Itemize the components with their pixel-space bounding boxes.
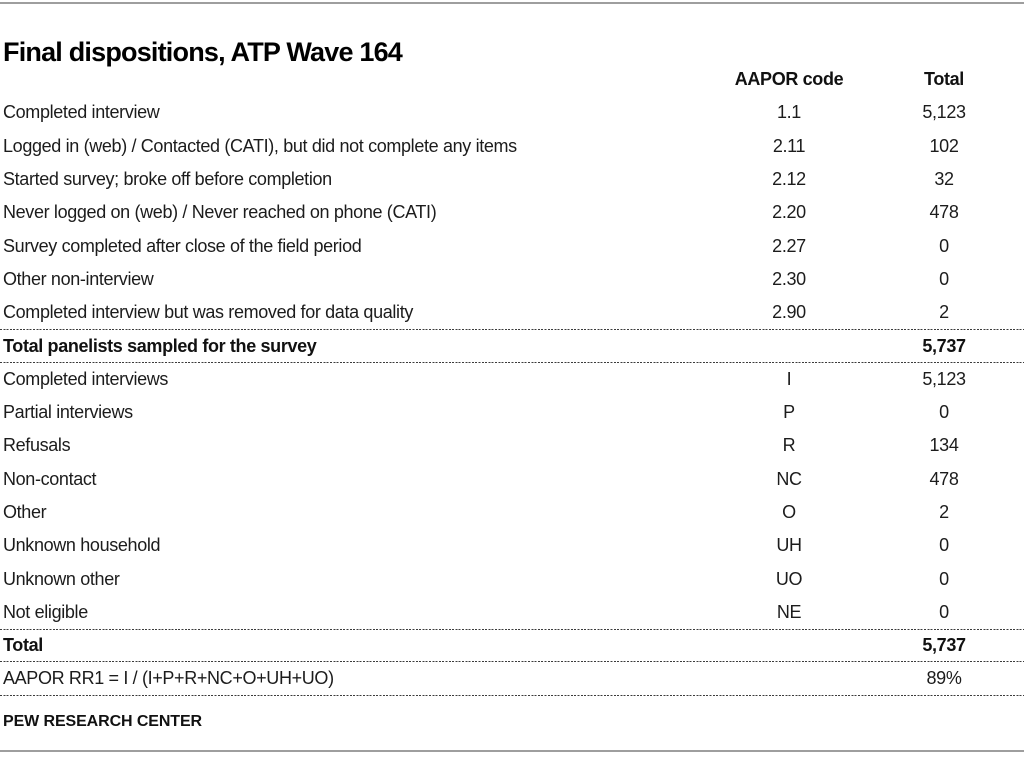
row-code: 2.11 <box>772 135 806 156</box>
row-label: Other <box>3 502 47 522</box>
table-body: Completed interview 1.1 5,123 Logged in … <box>0 96 1024 696</box>
row-code: 2.90 <box>772 302 806 323</box>
table-row: Completed interview but was removed for … <box>0 296 1024 329</box>
row-total: 102 <box>929 135 959 156</box>
row-total: 0 <box>939 235 949 256</box>
row-total: 0 <box>939 535 949 556</box>
column-header-aapor-code: AAPOR code <box>734 69 844 90</box>
row-code: 1.1 <box>777 102 801 123</box>
row-label: Total panelists sampled for the survey <box>3 335 317 356</box>
row-total: 0 <box>939 268 949 289</box>
footer-brand: PEW RESEARCH CENTER <box>3 713 203 730</box>
row-code: UO <box>775 568 803 589</box>
column-header-total: Total <box>924 69 964 90</box>
row-total: 134 <box>929 435 959 456</box>
row-label: Completed interview but was removed for … <box>3 302 414 323</box>
table-row: Total 5,737 <box>0 629 1024 663</box>
table-row: Refusals R 134 <box>0 429 1024 462</box>
row-label: Unknown other <box>3 568 120 589</box>
table-row: AAPOR RR1 = I / (I+P+R+NC+O+UH+UO) 89% <box>0 662 1024 696</box>
row-total: 478 <box>929 202 959 223</box>
row-total: 5,123 <box>922 102 966 123</box>
table-row: Never logged on (web) / Never reached on… <box>0 196 1024 229</box>
row-code: NE <box>776 601 802 622</box>
row-label: Logged in (web) / Contacted (CATI), but … <box>3 135 517 156</box>
dispositions-table: AAPOR code Total Completed interview 1.1… <box>0 63 1024 696</box>
row-total: 5,123 <box>922 368 966 389</box>
row-label: Total <box>3 635 43 656</box>
table-row: Logged in (web) / Contacted (CATI), but … <box>0 130 1024 163</box>
row-total: 0 <box>939 601 949 622</box>
row-total: 2 <box>939 302 949 323</box>
row-total: 0 <box>939 402 949 423</box>
row-code: P <box>783 402 795 423</box>
top-rule <box>0 2 1024 4</box>
row-code: O <box>782 502 796 522</box>
bottom-rule <box>0 750 1024 752</box>
row-code: 2.27 <box>772 235 806 256</box>
row-label: Completed interview <box>3 102 160 123</box>
row-code: 2.20 <box>772 202 806 223</box>
table-row: Completed interviews I 5,123 <box>0 363 1024 396</box>
row-total: 5,737 <box>922 335 966 356</box>
page-title: Final dispositions, ATP Wave 164 <box>3 37 403 68</box>
row-code: NC <box>776 468 802 489</box>
table-row: Unknown household UH 0 <box>0 529 1024 562</box>
table-header-row: AAPOR code Total <box>0 63 1024 96</box>
table-row: Total panelists sampled for the survey 5… <box>0 329 1024 363</box>
row-total: 2 <box>939 502 949 522</box>
row-total: 89% <box>926 668 962 689</box>
table-row: Not eligible NE 0 <box>0 596 1024 629</box>
row-label: Partial interviews <box>3 402 133 423</box>
table-row: Started survey; broke off before complet… <box>0 163 1024 196</box>
row-label: AAPOR RR1 = I / (I+P+R+NC+O+UH+UO) <box>3 668 334 689</box>
row-label: Refusals <box>3 435 71 456</box>
row-code: UH <box>776 535 802 556</box>
table-row: Unknown other UO 0 <box>0 562 1024 595</box>
row-code: 2.30 <box>772 268 806 289</box>
row-total: 478 <box>929 468 959 489</box>
table-row: Other non-interview 2.30 0 <box>0 263 1024 296</box>
table-row: Partial interviews P 0 <box>0 396 1024 429</box>
table-row: Other O 2 <box>0 496 1024 529</box>
row-label: Completed interviews <box>3 368 169 389</box>
row-code: 2.12 <box>772 169 806 190</box>
table-row: Non-contact NC 478 <box>0 463 1024 496</box>
row-label: Non-contact <box>3 468 97 489</box>
row-label: Other non-interview <box>3 268 154 289</box>
row-label: Survey completed after close of the fiel… <box>3 235 362 256</box>
row-total: 0 <box>939 568 949 589</box>
row-label: Started survey; broke off before complet… <box>3 169 332 190</box>
row-total: 5,737 <box>922 635 966 656</box>
row-total: 32 <box>934 169 954 190</box>
table-row: Completed interview 1.1 5,123 <box>0 96 1024 129</box>
row-label: Never logged on (web) / Never reached on… <box>3 202 437 223</box>
row-label: Not eligible <box>3 601 88 622</box>
row-label: Unknown household <box>3 535 161 556</box>
table-row: Survey completed after close of the fiel… <box>0 229 1024 262</box>
row-code: I <box>786 368 792 389</box>
row-code: R <box>782 435 796 456</box>
